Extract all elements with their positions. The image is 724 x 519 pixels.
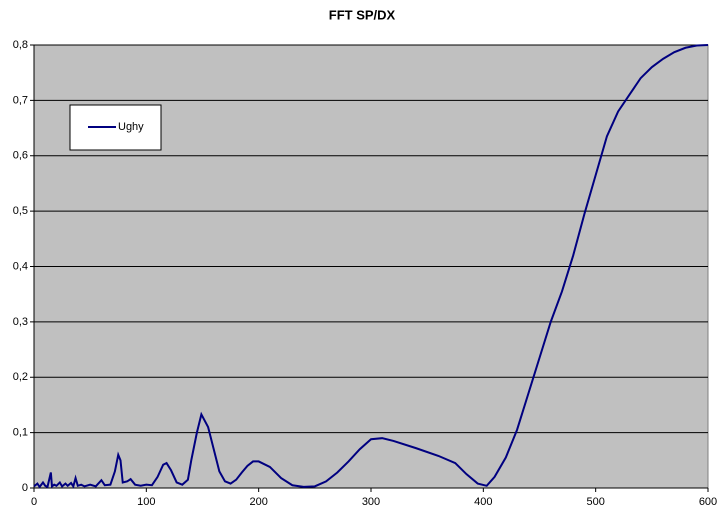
x-tick-label: 0 [31, 496, 37, 508]
chart-title: FFT SP/DX [329, 7, 396, 22]
y-tick-label: 0 [22, 482, 28, 494]
y-tick-label: 0,8 [13, 39, 28, 51]
y-tick-label: 0,5 [13, 205, 28, 217]
y-tick-label: 0,4 [13, 260, 28, 272]
x-tick-label: 400 [474, 496, 492, 508]
legend-label: Ughy [118, 121, 144, 133]
y-tick-label: 0,3 [13, 316, 28, 328]
y-tick-label: 0,7 [13, 94, 28, 106]
y-tick-label: 0,1 [13, 427, 28, 439]
data-line [33, 44, 709, 489]
x-tick-label: 300 [362, 496, 380, 508]
y-tick-label: 0,6 [13, 150, 28, 162]
x-tick-label: 600 [699, 496, 717, 508]
y-tick-label: 0,2 [13, 371, 28, 383]
x-tick-label: 100 [137, 496, 155, 508]
x-tick-label: 500 [586, 496, 604, 508]
x-tick-label: 200 [249, 496, 267, 508]
